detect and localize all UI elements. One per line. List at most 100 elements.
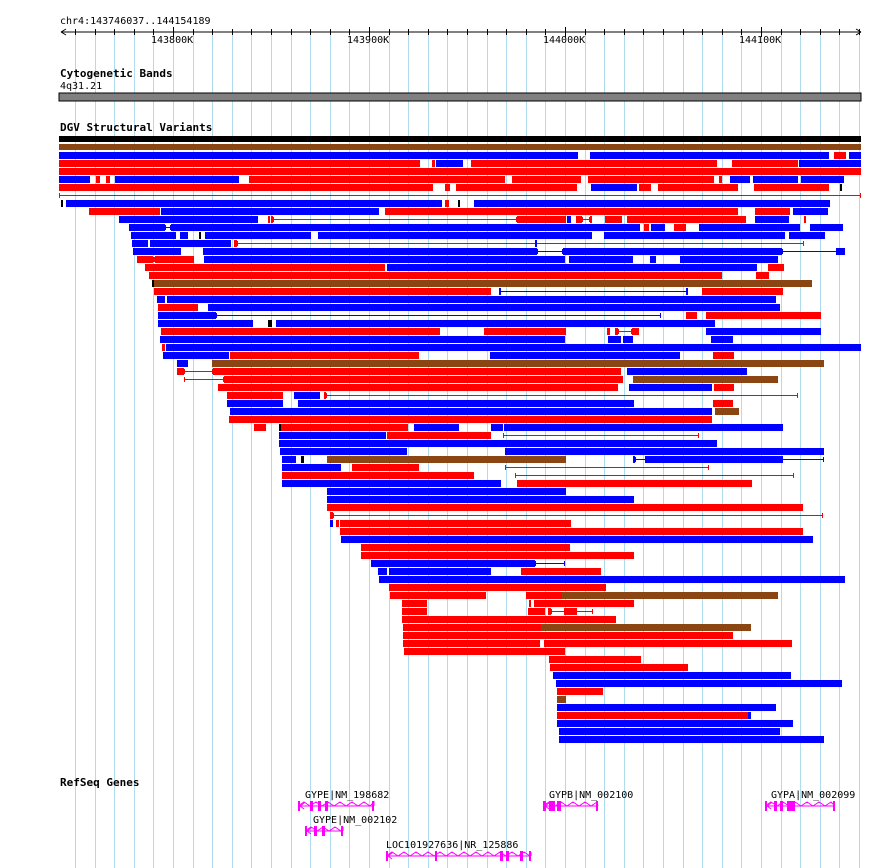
structural-variant[interactable] <box>632 328 639 335</box>
structural-variant[interactable] <box>517 216 566 223</box>
structural-variant[interactable] <box>276 320 715 327</box>
structural-variant[interactable] <box>458 200 460 207</box>
structural-variant[interactable] <box>590 152 829 159</box>
structural-variant[interactable] <box>327 456 566 463</box>
structural-variant[interactable] <box>557 712 748 719</box>
structural-variant[interactable] <box>597 208 738 215</box>
structural-variant[interactable] <box>567 216 571 223</box>
structural-variant[interactable] <box>521 568 601 575</box>
structural-variant[interactable] <box>484 328 566 335</box>
structural-variant[interactable] <box>158 304 198 311</box>
structural-variant[interactable] <box>604 232 785 239</box>
structural-variant[interactable] <box>59 160 420 167</box>
structural-variant[interactable] <box>834 152 846 159</box>
structural-variant[interactable] <box>149 272 722 279</box>
structural-variant[interactable] <box>432 160 435 167</box>
structural-variant[interactable] <box>379 576 845 583</box>
structural-variant[interactable] <box>526 592 562 599</box>
structural-variant[interactable] <box>249 176 505 183</box>
structural-variant[interactable] <box>224 376 623 383</box>
structural-variant[interactable] <box>129 224 165 231</box>
structural-variant[interactable] <box>158 312 216 319</box>
structural-variant[interactable] <box>402 600 427 607</box>
structural-variant[interactable] <box>627 368 747 375</box>
structural-variant[interactable] <box>279 440 717 447</box>
structural-variant[interactable] <box>318 232 592 239</box>
structural-variant[interactable] <box>137 256 153 263</box>
gene-gype-nm198682[interactable] <box>297 800 375 811</box>
structural-variant[interactable] <box>711 336 733 343</box>
structural-variant[interactable] <box>282 472 474 479</box>
structural-variant[interactable] <box>544 640 792 647</box>
structural-variant[interactable] <box>115 176 239 183</box>
structural-variant[interactable] <box>157 296 165 303</box>
structural-variant[interactable] <box>131 232 176 239</box>
structural-variant[interactable] <box>576 216 582 223</box>
structural-variant[interactable] <box>768 264 784 271</box>
structural-variant[interactable] <box>559 728 780 735</box>
structural-variant[interactable] <box>804 216 806 223</box>
structural-variant[interactable] <box>557 696 566 703</box>
structural-variant[interactable] <box>706 328 821 335</box>
structural-variant[interactable] <box>445 184 450 191</box>
structural-variant[interactable] <box>756 272 769 279</box>
structural-variant[interactable] <box>505 448 824 455</box>
structural-variant[interactable] <box>204 256 565 263</box>
structural-variant[interactable] <box>282 456 296 463</box>
structural-variant[interactable] <box>504 424 783 431</box>
structural-variant[interactable] <box>199 232 201 239</box>
structural-variant[interactable] <box>730 176 750 183</box>
structural-variant[interactable] <box>327 488 566 495</box>
structural-variant[interactable] <box>301 456 304 463</box>
structural-variant[interactable] <box>559 736 824 743</box>
structural-variant[interactable] <box>66 200 442 207</box>
structural-variant[interactable] <box>680 256 778 263</box>
structural-variant[interactable] <box>163 352 229 359</box>
structural-variant[interactable] <box>59 144 861 150</box>
structural-variant[interactable] <box>801 176 844 183</box>
structural-variant[interactable] <box>755 216 789 223</box>
structural-variant[interactable] <box>218 384 618 391</box>
structural-variant[interactable] <box>548 608 551 615</box>
structural-variant[interactable] <box>330 512 333 519</box>
structural-variant[interactable] <box>810 224 843 231</box>
structural-variant[interactable] <box>59 176 90 183</box>
structural-variant[interactable] <box>150 240 231 247</box>
structural-variant[interactable] <box>753 176 798 183</box>
structural-variant[interactable] <box>588 176 714 183</box>
structural-variant[interactable] <box>840 184 842 191</box>
structural-variant[interactable] <box>402 616 616 623</box>
structural-variant[interactable] <box>403 632 733 639</box>
structural-variant[interactable] <box>715 408 739 415</box>
structural-variant[interactable] <box>59 168 861 175</box>
structural-variant[interactable] <box>167 296 776 303</box>
structural-variant[interactable] <box>281 424 408 431</box>
structural-variant[interactable] <box>61 200 63 207</box>
structural-variant[interactable] <box>387 432 491 439</box>
structural-variant[interactable] <box>553 672 791 679</box>
structural-variant[interactable] <box>340 520 571 527</box>
structural-variant[interactable] <box>686 288 688 295</box>
structural-variant[interactable] <box>59 152 578 159</box>
structural-variant[interactable] <box>280 448 407 455</box>
structural-variant[interactable] <box>133 248 181 255</box>
structural-variant[interactable] <box>607 328 610 335</box>
structural-variant[interactable] <box>564 608 577 615</box>
structural-variant[interactable] <box>378 568 387 575</box>
gene-loc101927636[interactable] <box>385 851 532 861</box>
structural-variant[interactable] <box>491 424 503 431</box>
structural-variant[interactable] <box>658 184 738 191</box>
structural-variant[interactable] <box>836 248 845 255</box>
structural-variant[interactable] <box>340 528 803 535</box>
structural-variant[interactable] <box>562 592 778 599</box>
structural-variant[interactable] <box>161 208 379 215</box>
structural-variant[interactable] <box>177 360 188 367</box>
structural-variant[interactable] <box>651 224 665 231</box>
structural-variant[interactable] <box>59 136 861 142</box>
structural-variant[interactable] <box>754 184 829 191</box>
structural-variant[interactable] <box>336 520 339 527</box>
structural-variant[interactable] <box>456 184 577 191</box>
structural-variant[interactable] <box>534 600 634 607</box>
structural-variant[interactable] <box>471 160 717 167</box>
structural-variant[interactable] <box>645 456 783 463</box>
